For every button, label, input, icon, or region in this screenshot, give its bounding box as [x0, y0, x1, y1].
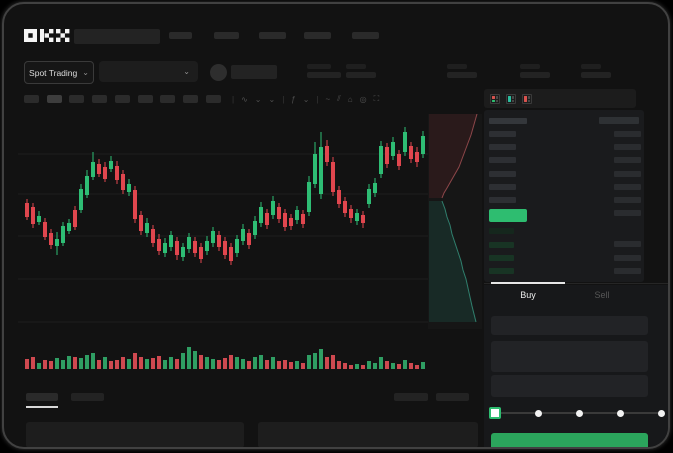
pair-name-placeholder [231, 65, 277, 79]
chevron-down-icon[interactable]: ⌄ [254, 94, 262, 104]
orderbook-header-left [489, 118, 527, 124]
interval-pill[interactable] [46, 95, 62, 103]
slider-handle[interactable] [489, 407, 501, 419]
chevron-down-icon: ⌄ [183, 66, 190, 76]
stat-value-placeholder [447, 72, 477, 78]
draw-tool-icon[interactable]: ⫽ [337, 94, 341, 103]
orderbook-size-row[interactable] [614, 184, 641, 190]
last-price-pill[interactable] [489, 209, 527, 222]
nav-item-placeholder[interactable] [259, 32, 286, 39]
tab-divider [484, 283, 668, 284]
orderbook-combined-icon[interactable] [490, 94, 500, 104]
orderbook-bid-row[interactable] [489, 255, 514, 261]
orderbook-header-right [599, 117, 639, 124]
stat-value-placeholder [346, 72, 376, 78]
fullscreen-icon[interactable]: ⛶ [373, 94, 380, 103]
camera-icon[interactable]: ⌂ [347, 94, 353, 104]
indicators-icon[interactable]: ƒ [291, 94, 296, 104]
stat-value-placeholder [520, 72, 550, 78]
orderbook-ask-row[interactable] [489, 171, 516, 177]
slider-stop[interactable] [658, 409, 665, 417]
amount-slider [489, 407, 665, 419]
orderbook-size-row[interactable] [614, 210, 641, 216]
orderbook-ask-row[interactable] [489, 131, 516, 137]
nav-item-placeholder[interactable] [352, 32, 379, 39]
slider-stop[interactable] [617, 409, 624, 417]
bottom-right-placeholder[interactable] [436, 393, 469, 401]
interval-pill[interactable] [182, 95, 198, 103]
okx-logo-icon [24, 29, 70, 42]
orderbook-sells-icon[interactable] [522, 94, 532, 104]
bottom-tab-underline [26, 406, 58, 408]
line-tool-icon[interactable]: ~ [325, 94, 331, 104]
tab-buy[interactable]: Buy [520, 290, 536, 300]
stat-value-placeholder [581, 72, 611, 78]
nav-item-placeholder[interactable] [304, 32, 331, 39]
orderbook-ask-row[interactable] [489, 197, 516, 203]
interval-pill[interactable] [24, 95, 39, 103]
chart-tools: | ∿ ⌄ ⌄ | ƒ ⌄ | ~ ⫽ ⌂ ◎ ⛶ [232, 94, 379, 104]
market-selector-label: Spot Trading [29, 67, 78, 78]
interval-pill[interactable] [69, 95, 85, 103]
orderbook-panel [484, 110, 644, 282]
divider: | [232, 94, 235, 104]
depth-chart-svg [428, 114, 482, 329]
interval-pill[interactable] [160, 95, 176, 103]
orderbook-ask-row[interactable] [489, 144, 516, 150]
orderbook-size-row[interactable] [614, 268, 641, 274]
bottom-tab-history[interactable] [71, 393, 104, 401]
stat-label-placeholder [520, 64, 540, 69]
candle-style-icon[interactable]: ∿ [241, 94, 248, 104]
stat-label-placeholder [581, 64, 601, 69]
tab-sell[interactable]: Sell [594, 290, 610, 300]
stat-label-placeholder [346, 64, 366, 69]
orderbook-size-row[interactable] [614, 157, 641, 163]
price-field[interactable] [491, 316, 648, 335]
market-selector-button[interactable]: Spot Trading ⌄ [24, 61, 94, 84]
chevron-down-icon[interactable]: ⌄ [268, 94, 276, 104]
orderbook-size-row[interactable] [614, 131, 641, 137]
orderbook-ask-row[interactable] [489, 184, 516, 190]
orderbook-bid-row[interactable] [489, 242, 514, 248]
buy-submit-button[interactable] [491, 433, 648, 447]
bottom-panel [258, 422, 478, 447]
orderbook-bid-row[interactable] [489, 268, 514, 274]
interval-pill[interactable] [114, 95, 130, 103]
pair-select[interactable]: ⌄ [99, 61, 198, 82]
chevron-down-icon[interactable]: ⌄ [302, 94, 310, 104]
divider: | [316, 94, 319, 104]
settings-gear-icon[interactable]: ◎ [359, 94, 367, 104]
orderbook-size-row[interactable] [614, 197, 641, 203]
orderbook-size-row[interactable] [614, 255, 641, 261]
slider-stop[interactable] [535, 409, 542, 417]
header-search-placeholder[interactable] [74, 29, 160, 44]
interval-pill[interactable] [137, 95, 153, 103]
interval-pill[interactable] [92, 95, 108, 103]
coin-avatar [210, 64, 227, 81]
nav-item-placeholder[interactable] [169, 32, 192, 39]
stat-label-placeholder [447, 64, 467, 69]
orderbook-buys-icon[interactable] [506, 94, 516, 104]
stat-value-placeholder [307, 72, 341, 78]
total-field[interactable] [491, 375, 648, 397]
price-chart-svg[interactable] [18, 110, 428, 376]
device-frame: Spot Trading ⌄ ⌄ | ∿ ⌄ ⌄ | ƒ ⌄ | ~ ⫽ ⌂ ◎ ⛶ Buy Sell [2, 2, 670, 449]
divider: | [282, 94, 285, 104]
tab-buy-underline [491, 282, 565, 284]
orderbook-size-row[interactable] [614, 144, 641, 150]
amount-field[interactable] [491, 341, 648, 372]
orderbook-size-row[interactable] [614, 241, 641, 247]
stat-label-placeholder [307, 64, 331, 69]
bottom-right-placeholder[interactable] [394, 393, 428, 401]
bottom-panel [26, 422, 244, 447]
chevron-down-icon: ⌄ [82, 67, 89, 77]
interval-pill[interactable] [205, 95, 221, 103]
slider-stop[interactable] [576, 409, 583, 417]
orderbook-ask-row[interactable] [489, 157, 516, 163]
nav-item-placeholder[interactable] [214, 32, 239, 39]
orderbook-bid-row[interactable] [489, 228, 514, 234]
bottom-tab-open-orders[interactable] [26, 393, 58, 401]
orderbook-size-row[interactable] [614, 171, 641, 177]
